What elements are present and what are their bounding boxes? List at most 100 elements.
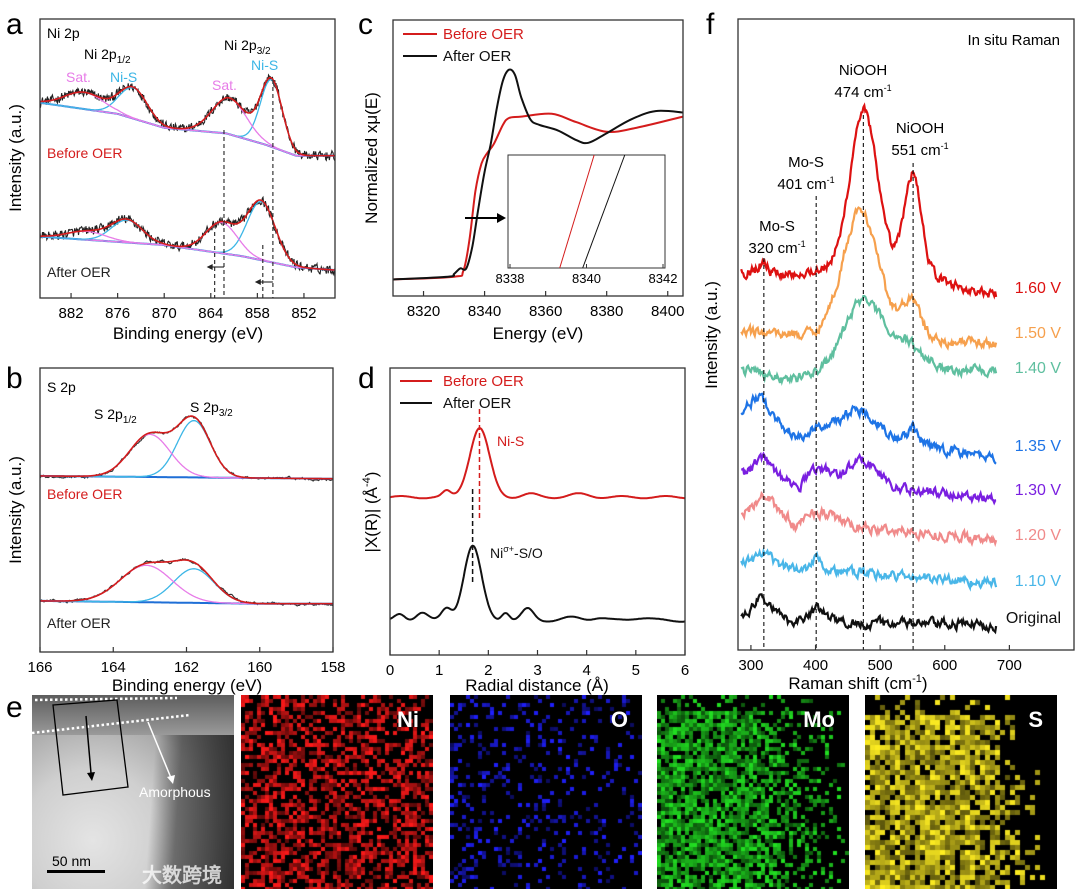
panel-f-title: In situ Raman [967, 32, 1060, 49]
ni-sigma-s-o-peak-label: Niσ+-S/O [490, 544, 543, 561]
x-tick-label: 3 [533, 662, 541, 679]
raman-spectrum-1-50-v [740, 206, 998, 351]
panel-label-a: a [6, 8, 23, 41]
plot-frame-a [39, 18, 336, 299]
plot-frame-f [737, 18, 1075, 651]
sat-label: Sat. [66, 69, 91, 85]
x-tick-label: 6 [681, 662, 689, 679]
arrow-left-icon [254, 279, 261, 285]
eds-map-o: O [450, 695, 642, 889]
scale-bar [47, 870, 105, 873]
legend-before-oer: Before OER [443, 26, 524, 43]
mos-401-name: Mo-S [788, 154, 824, 171]
panel-b-title: S 2p [47, 379, 76, 395]
ni2p12-label: Ni 2p1/2 [84, 46, 131, 66]
fit-component-sat- [40, 230, 335, 271]
xanes-curve-after [392, 68, 684, 281]
x-tick-label: 852 [291, 305, 316, 322]
panel-label-c: c [358, 8, 373, 41]
panel-a-xlabel: Binding energy (eV) [113, 324, 263, 343]
before-oer-label: Before OER [47, 145, 122, 161]
mos-401-value: 401 cm-1 [777, 175, 834, 193]
inset-x-tick-label: 8342 [649, 271, 678, 286]
amorphous-label: Amorphous [139, 784, 211, 800]
panel-f-annotations: In situ Raman NiOOH 474 cm-1 NiOOH 551 c… [748, 32, 1060, 257]
panel-d-xlabel: Radial distance (Å) [465, 676, 609, 695]
potential-label: 1.30 V [1015, 482, 1062, 499]
niooh-474-name: NiOOH [839, 62, 887, 79]
x-tick-label: 8400 [651, 303, 684, 320]
panel-c-xlabel: Energy (eV) [493, 324, 584, 343]
inset-curve-after [582, 154, 626, 269]
potential-label: Original [1006, 610, 1061, 627]
raman-spectrum-original [740, 593, 998, 635]
axis-labels: Binding energy (eV) Intensity (a.u.) Bin… [6, 92, 928, 695]
ni2p32-label: Ni 2p3/2 [224, 37, 271, 57]
sat-label: Sat. [212, 77, 237, 93]
panel-label-e: e [6, 691, 23, 724]
panel-a-title: Ni 2p [47, 25, 80, 41]
tem-background-top [32, 695, 234, 735]
fit-component-s-2p3-2 [40, 419, 333, 480]
s2p12-label: S 2p1/2 [94, 406, 137, 426]
x-tick-label: 300 [738, 657, 763, 674]
x-tick-label: 0 [386, 662, 394, 679]
panel-f-ylabel: Intensity (a.u.) [702, 281, 721, 389]
arrow-right-icon [497, 213, 506, 223]
panel-c-legend: Before OER After OER [403, 26, 524, 65]
fit-envelope-1 [40, 559, 333, 605]
fit-envelope-1 [40, 199, 335, 271]
x-tick-label: 1 [435, 662, 443, 679]
raman-spectrum-1-10-v [740, 547, 998, 592]
after-oer-label: After OER [47, 264, 111, 280]
raman-spectrum-1-40-v [740, 295, 998, 386]
x-tick-label: 8320 [407, 303, 440, 320]
plot-frame-b [39, 367, 334, 653]
raw-spectrum-1 [39, 195, 336, 277]
map-label-ni: Ni [397, 707, 419, 732]
potential-label: 1.35 V [1015, 438, 1062, 455]
o-map-canvas [450, 695, 642, 889]
nis-label: Ni-S [251, 57, 278, 73]
x-tick-label: 700 [997, 657, 1022, 674]
x-tick-label: 876 [105, 305, 130, 322]
inset-x-tick-label: 8340 [572, 271, 601, 286]
x-tick-label: 400 [803, 657, 828, 674]
nis-label: Ni-S [110, 69, 137, 85]
x-tick-label: 858 [245, 305, 270, 322]
potential-label: 1.40 V [1015, 360, 1062, 377]
line-scan-box [52, 699, 129, 796]
panel-label-f: f [706, 8, 715, 41]
tem-overlay: Amorphous 50 nm [32, 696, 211, 873]
raman-spectrum-1-30-v [741, 451, 997, 506]
map-label-o: O [610, 707, 628, 732]
mos-320-value: 320 cm-1 [748, 239, 805, 257]
raman-spectrum-1-60-v [740, 102, 998, 300]
x-tick-label: 864 [198, 305, 223, 322]
panel-d-ylabel: |X(R)| (Å-4) [361, 472, 381, 553]
panel-d-legend: Before OER After OER Ni-S Niσ+-S/O [400, 373, 543, 561]
ni-map-canvas [241, 695, 433, 889]
scale-bar-label: 50 nm [52, 853, 91, 869]
fit-envelope-0 [40, 415, 333, 480]
x-tick-label: 162 [174, 659, 199, 676]
panel-label-b: b [6, 362, 23, 395]
mo-map-canvas [657, 695, 849, 889]
s2p32-label: S 2p3/2 [190, 399, 233, 419]
x-tick-label: 158 [320, 659, 345, 676]
x-tick-label: 882 [59, 305, 84, 322]
x-tick-label: 160 [247, 659, 272, 676]
x-tick-label: 8380 [590, 303, 623, 320]
panel-b-xlabel: Binding energy (eV) [112, 676, 262, 695]
plot-frame-d [389, 367, 686, 656]
x-tick-label: 8360 [529, 303, 562, 320]
fit-component-s-2p1-2 [40, 433, 333, 480]
panel-f-xlabel: Raman shift (cm-1) [788, 673, 927, 693]
tem-image: Amorphous 50 nm [32, 695, 234, 889]
ft-exafs-curve-after [389, 544, 686, 623]
ft-exafs-curve-before [389, 427, 686, 500]
x-tick-label: 4 [582, 662, 590, 679]
map-label-s: S [1028, 707, 1043, 732]
potential-label: 1.20 V [1015, 527, 1062, 544]
panel-b-ylabel: Intensity (a.u.) [6, 456, 25, 564]
